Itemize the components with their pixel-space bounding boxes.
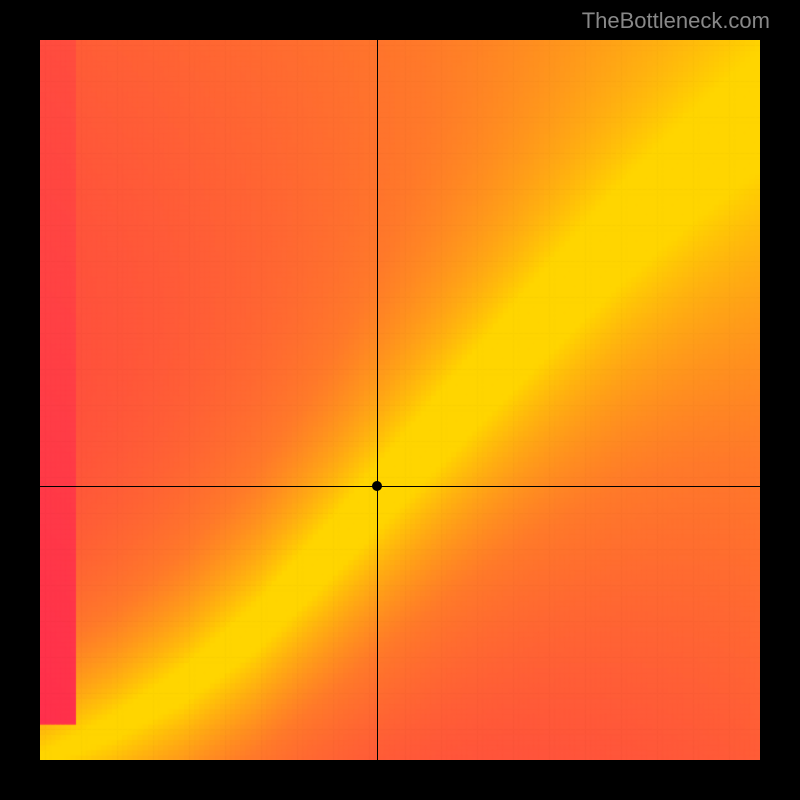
crosshair-vertical	[377, 40, 378, 760]
heatmap-plot-area	[40, 40, 760, 760]
crosshair-marker	[372, 481, 382, 491]
heatmap-canvas	[40, 40, 760, 760]
watermark-text: TheBottleneck.com	[582, 8, 770, 34]
crosshair-horizontal	[40, 486, 760, 487]
